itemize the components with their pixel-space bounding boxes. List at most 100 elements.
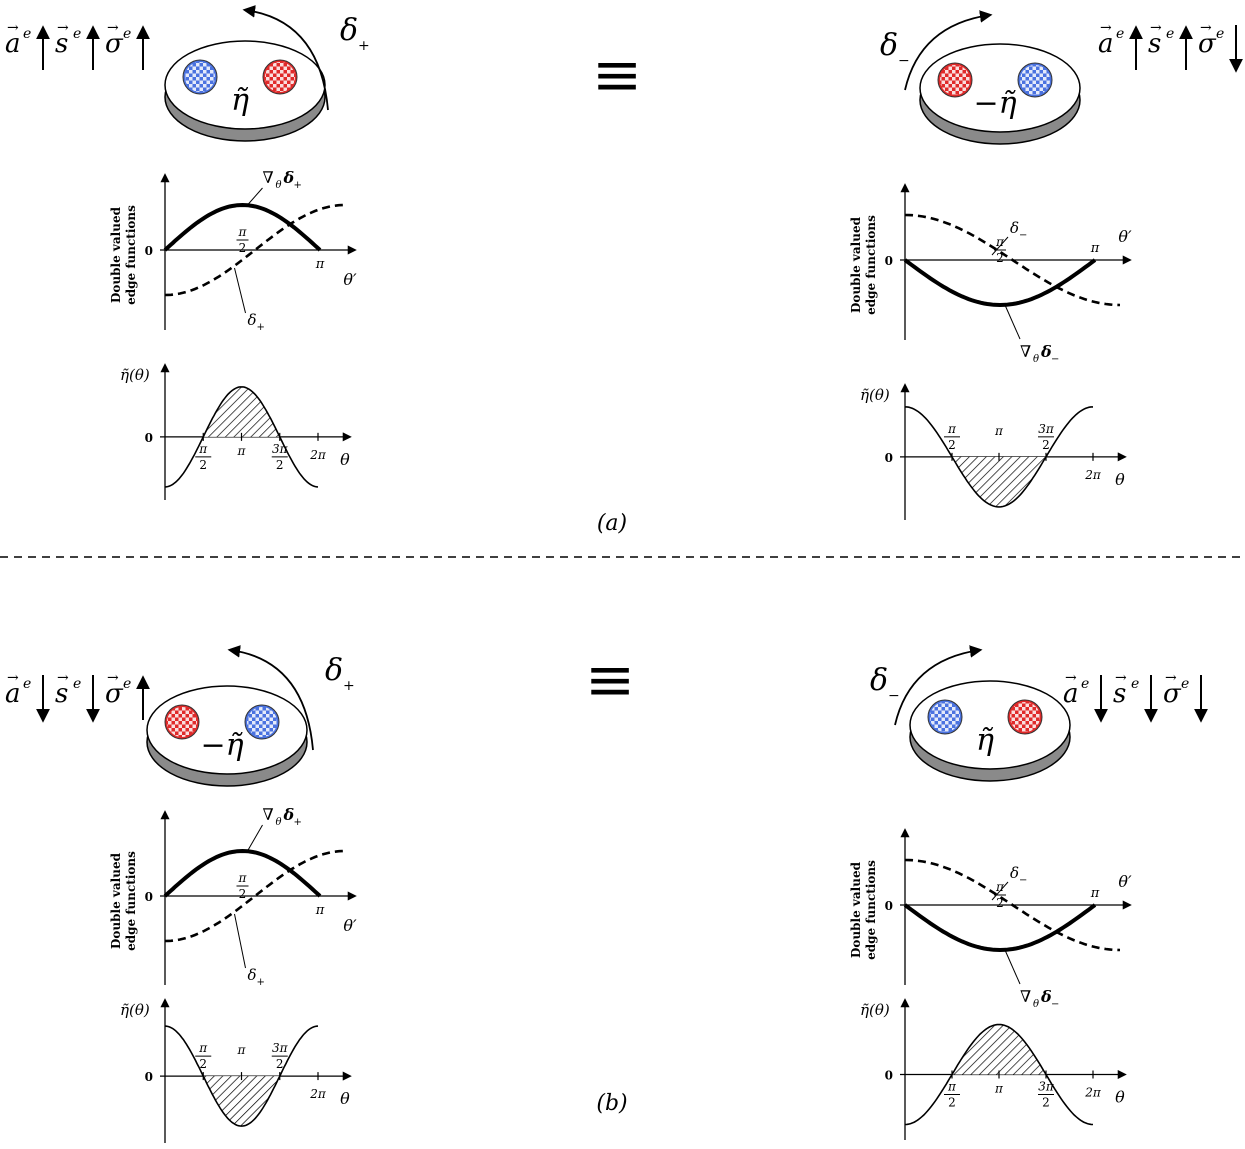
vector-sigma: σ→ e: [105, 20, 150, 70]
grad-delta-solid-curve: [163, 848, 322, 898]
grad-delta-solid-curve: [903, 903, 1097, 953]
vector-symbol: s: [55, 679, 68, 709]
pi-tick-label: π: [994, 1082, 1004, 1096]
blob-texture: [930, 702, 960, 732]
dashed-delta-label: δ: [248, 311, 257, 329]
half-pi-den: 2: [996, 896, 1004, 910]
x-axis-label: θ′: [1118, 872, 1132, 891]
nabla-delta: δ: [1040, 342, 1052, 361]
vector-superscript: e: [123, 676, 131, 692]
eta-curve: [164, 1025, 319, 1127]
vector-superscript: e: [73, 676, 81, 692]
nabla-theta-subscript: θ: [1033, 354, 1039, 365]
x-axis-label: θ′: [1118, 227, 1132, 246]
vector-superscript: e: [23, 26, 31, 42]
vector-hat: →: [7, 670, 19, 686]
x-axis-label: θ: [1115, 1088, 1125, 1107]
nabla-delta-sub: −: [1051, 354, 1059, 365]
vector-superscript: e: [1116, 26, 1124, 42]
vector-hat: →: [1100, 20, 1112, 36]
vector-sigma: σ→ e: [1163, 670, 1208, 723]
vector-superscript: e: [123, 26, 131, 42]
solid-curve-pointer: [1004, 949, 1021, 985]
zero-tick-label: 0: [145, 890, 153, 904]
vector-a: a→ e: [5, 20, 50, 70]
half-pi-num: π: [947, 1080, 957, 1094]
y-axis-label-line1: Double valued: [849, 861, 863, 958]
y-axis-label: η̃(θ): [860, 1001, 890, 1019]
delta-label: δ: [340, 13, 358, 48]
panel-label: (b): [596, 1091, 627, 1116]
y-axis-label: η̃(θ): [120, 366, 150, 384]
vector-hat: →: [57, 670, 69, 686]
circulation-arrow: [904, 10, 993, 91]
nabla-theta-subscript: θ: [276, 817, 282, 828]
half-pi-num: π: [198, 442, 208, 456]
vector-superscript: e: [1131, 676, 1139, 692]
dashed-delta-sub: +: [257, 977, 265, 988]
blob-texture: [940, 65, 970, 95]
dashed-curve-pointer: [991, 881, 1009, 901]
zero-tick-label: 0: [145, 431, 153, 445]
two-pi-tick-label: 2π: [1084, 1086, 1102, 1100]
y-axis-label-line2: edge functions: [864, 860, 878, 960]
nabla-symbol: ∇: [263, 168, 274, 187]
x-axis-label: θ: [1115, 470, 1125, 489]
x-axis-label: θ′: [343, 270, 357, 289]
blob-texture: [1020, 65, 1050, 95]
y-axis-label: η̃(θ): [120, 1001, 150, 1019]
three-half-pi-num: 3π: [272, 1041, 289, 1055]
delta-label: δ: [870, 663, 888, 698]
vector-s: s→ e: [1148, 20, 1193, 70]
equivalence-symbol: ≡: [585, 645, 635, 715]
x-axis-label: θ′: [343, 916, 357, 935]
vector-superscript: e: [1216, 26, 1224, 42]
disk-eta-label: −η̃: [200, 728, 243, 763]
three-half-pi-den: 2: [276, 458, 284, 472]
delta-subscript: +: [343, 678, 355, 694]
x-axis-label: θ: [340, 450, 350, 469]
vector-superscript: e: [1166, 26, 1174, 42]
nabla-delta-sub: +: [294, 180, 302, 191]
half-pi-den: 2: [996, 251, 1004, 265]
nabla-symbol: ∇: [1020, 342, 1031, 361]
delta-dashed-curve: [164, 849, 346, 943]
vector-superscript: e: [1181, 676, 1189, 692]
y-axis-label-line2: edge functions: [124, 851, 138, 951]
vector-symbol: a: [5, 679, 21, 709]
blob-texture: [1010, 702, 1040, 732]
solid-curve-pointer: [247, 824, 263, 852]
disk-eta-label: η̃: [976, 723, 994, 758]
dashed-curve-pointer: [234, 267, 246, 314]
pi-tick-label: π: [237, 444, 247, 458]
vector-a: a→ e: [1063, 670, 1108, 723]
circulation-arrow: [227, 645, 314, 751]
half-pi-den: 2: [948, 438, 956, 452]
nabla-theta-subscript: θ: [1033, 999, 1039, 1010]
delta-dashed-curve: [904, 858, 1121, 952]
disk-eta-label: η̃: [231, 83, 249, 118]
y-axis-label-line2: edge functions: [124, 205, 138, 305]
vector-s: s→ e: [55, 20, 100, 70]
circulation-arrow: [894, 645, 983, 726]
two-pi-tick-label: 2π: [1084, 468, 1102, 482]
eta-curve: [904, 1023, 1094, 1126]
hatched-region: [952, 1024, 1046, 1075]
half-pi-num: π: [947, 422, 957, 436]
blob-texture: [185, 62, 215, 92]
vector-hat: →: [1200, 20, 1212, 36]
dashed-delta-label: δ: [1010, 864, 1019, 882]
eta-curve: [905, 406, 1093, 508]
vector-hat: →: [1065, 670, 1077, 686]
hatched-region: [203, 386, 280, 437]
delta-dashed-curve: [904, 213, 1121, 307]
vector-superscript: e: [23, 676, 31, 692]
half-pi-num: π: [995, 235, 1005, 249]
delta-dashed-curve: [164, 203, 346, 297]
blob-texture: [265, 62, 295, 92]
